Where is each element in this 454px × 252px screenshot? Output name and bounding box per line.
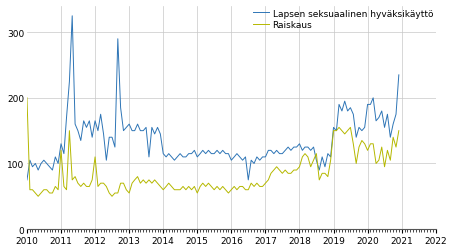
Line: Raiskaus: Raiskaus: [27, 99, 399, 197]
Legend: Lapsen seksuaalinen hyväksikäyttö, Raiskaus: Lapsen seksuaalinen hyväksikäyttö, Raisk…: [253, 10, 433, 30]
Line: Lapsen seksuaalinen hyväksikäyttö: Lapsen seksuaalinen hyväksikäyttö: [27, 17, 399, 180]
